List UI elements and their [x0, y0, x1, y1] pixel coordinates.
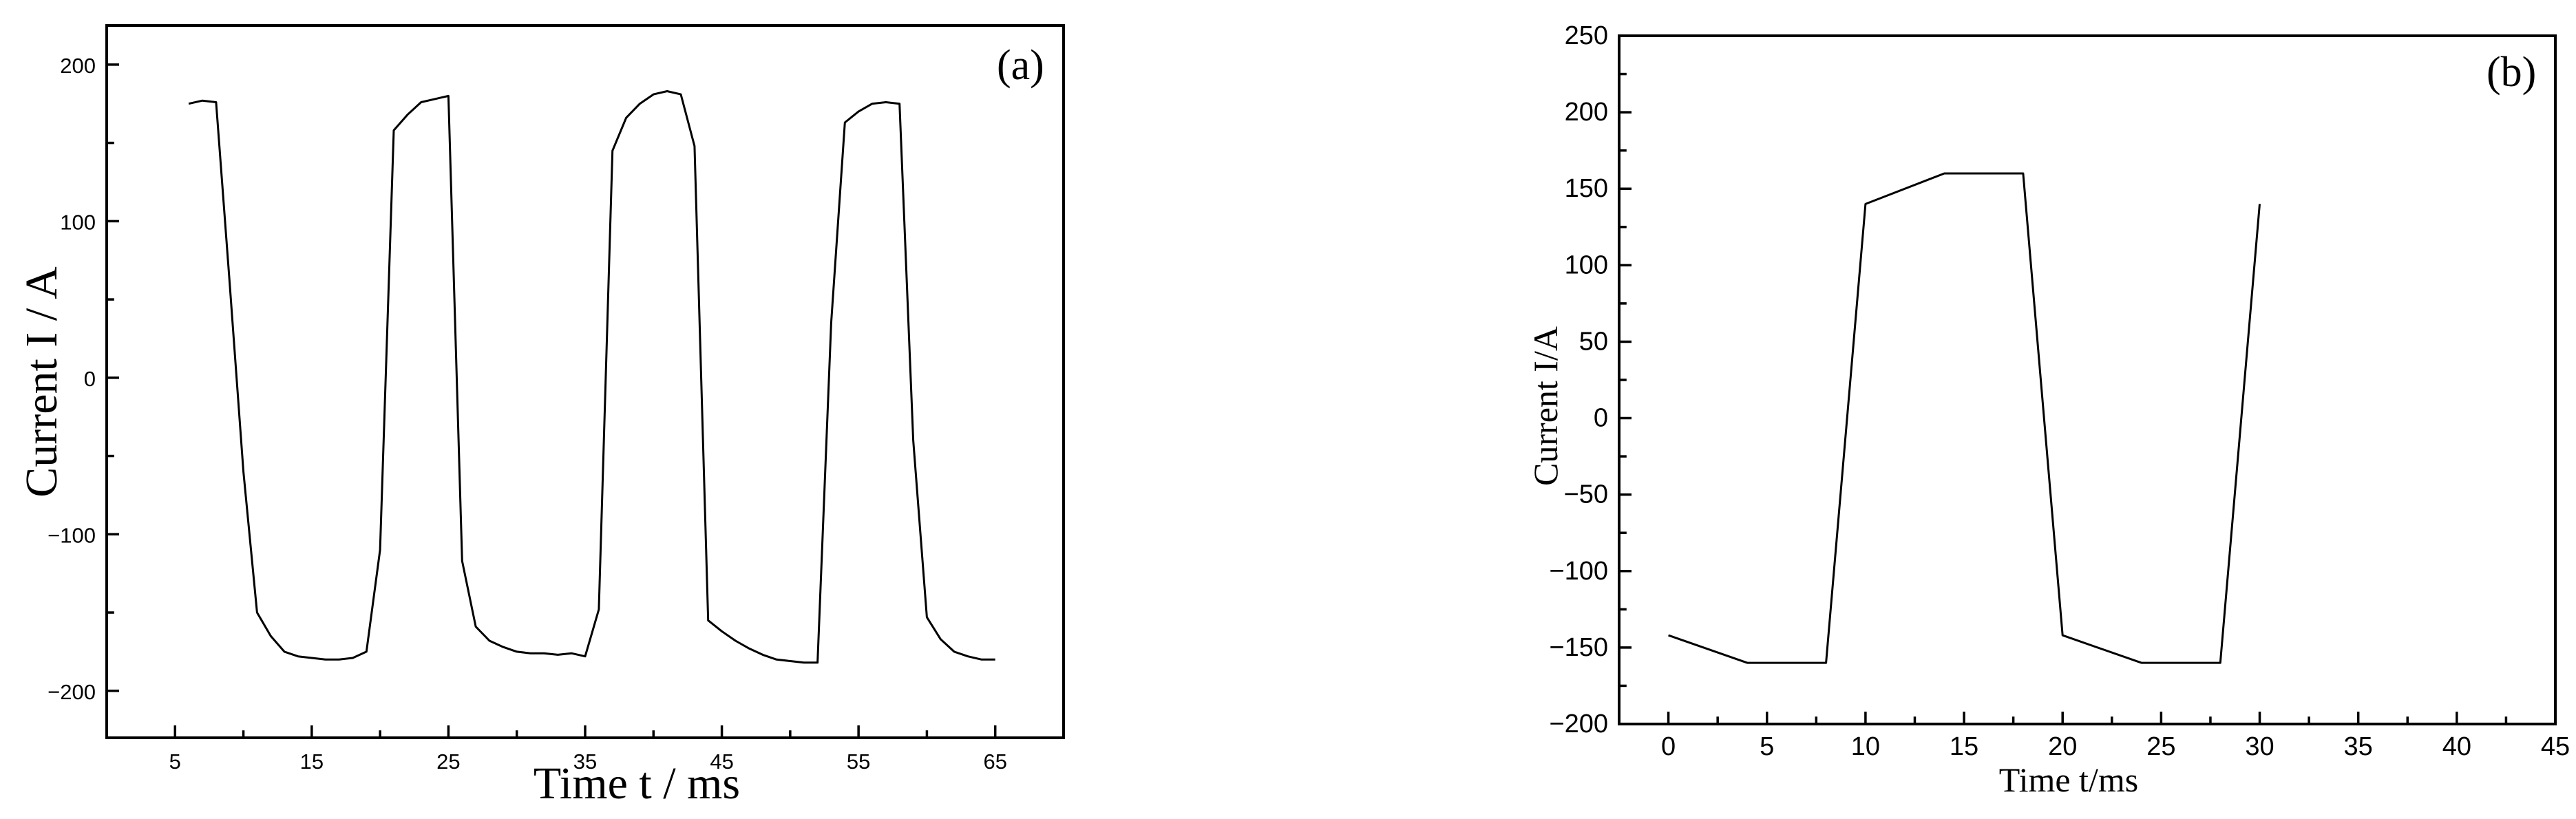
y-axis-label-b: Current I/A — [1526, 326, 1565, 486]
ticks-b: 0 5 10 15 20 25 30 35 40 45 −200 −150 −100 −50 0 50 100 1… — [1549, 21, 2570, 761]
x-tick-label-a: 35 — [573, 749, 597, 774]
x-axis-label-a: Time t / ms — [534, 758, 740, 809]
panel-label-b: (b) — [2487, 49, 2536, 96]
x-axis-label-a-text: Time t / ms — [534, 758, 740, 809]
y-tick-label-a: 0 — [84, 367, 96, 391]
x-tick-label-b: 25 — [2146, 732, 2175, 761]
x-tick-label-b: 30 — [2245, 732, 2274, 761]
x-tick-label-a: 65 — [983, 749, 1006, 774]
y-tick-label-b: 150 — [1565, 174, 1608, 203]
plot-frame-b — [1618, 34, 2557, 725]
x-tick-label-a: 5 — [169, 749, 181, 774]
y-tick-label-b: −200 — [1549, 710, 1608, 738]
y-tick-label-b: −50 — [1564, 480, 1608, 509]
series-line-a — [188, 90, 995, 664]
y-tick-label-b: 0 — [1594, 404, 1608, 433]
x-tick-label-b: 15 — [1950, 732, 1978, 761]
y-tick-label-b: −100 — [1549, 557, 1608, 586]
y-axis-label-a-text: Current I / A — [17, 266, 67, 498]
y-axis-label-a: Current I / A — [17, 266, 67, 498]
y-tick-label-b: 250 — [1565, 21, 1608, 50]
ticks-a: 5 15 25 35 45 55 65 −200 −100 0 100 200 — [47, 54, 1007, 774]
x-tick-label-b: 45 — [2541, 732, 2570, 761]
x-axis-label-b: Time t/ms — [1999, 760, 2138, 799]
y-tick-label-b: −150 — [1549, 633, 1608, 662]
x-tick-label-b: 10 — [1851, 732, 1880, 761]
x-tick-label-b: 5 — [1760, 732, 1774, 761]
series-line-b — [1668, 172, 2261, 664]
x-tick-label-a: 15 — [300, 749, 324, 774]
plot-frame-a — [105, 24, 1065, 739]
y-tick-label-a: 100 — [60, 210, 96, 234]
y-tick-label-a: −100 — [47, 523, 96, 547]
y-axis-label-b-text: Current I/A — [1526, 326, 1565, 486]
chart-panel-a: 5 15 25 35 45 55 65 −200 −100 0 100 200 (a) Time t … — [17, 24, 1065, 809]
panel-label-a: (a) — [997, 42, 1044, 89]
x-tick-label-b: 0 — [1661, 732, 1676, 761]
y-tick-label-a: 200 — [60, 54, 96, 78]
x-tick-label-a: 45 — [710, 749, 733, 774]
x-tick-label-a: 55 — [847, 749, 870, 774]
chart-panel-b: 0 5 10 15 20 25 30 35 40 45 −200 −150 −100 −50 0 50 100 1… — [1526, 21, 2570, 799]
x-tick-label-b: 20 — [2048, 732, 2077, 761]
y-tick-label-a: −200 — [47, 680, 96, 704]
y-tick-label-b: 50 — [1579, 327, 1608, 356]
y-tick-label-b: 100 — [1565, 251, 1608, 279]
x-tick-label-b: 40 — [2442, 732, 2471, 761]
y-tick-label-b: 200 — [1565, 98, 1608, 127]
x-tick-label-b: 35 — [2344, 732, 2373, 761]
x-axis-label-b-text: Time t/ms — [1999, 760, 2138, 799]
x-tick-label-a: 25 — [436, 749, 460, 774]
